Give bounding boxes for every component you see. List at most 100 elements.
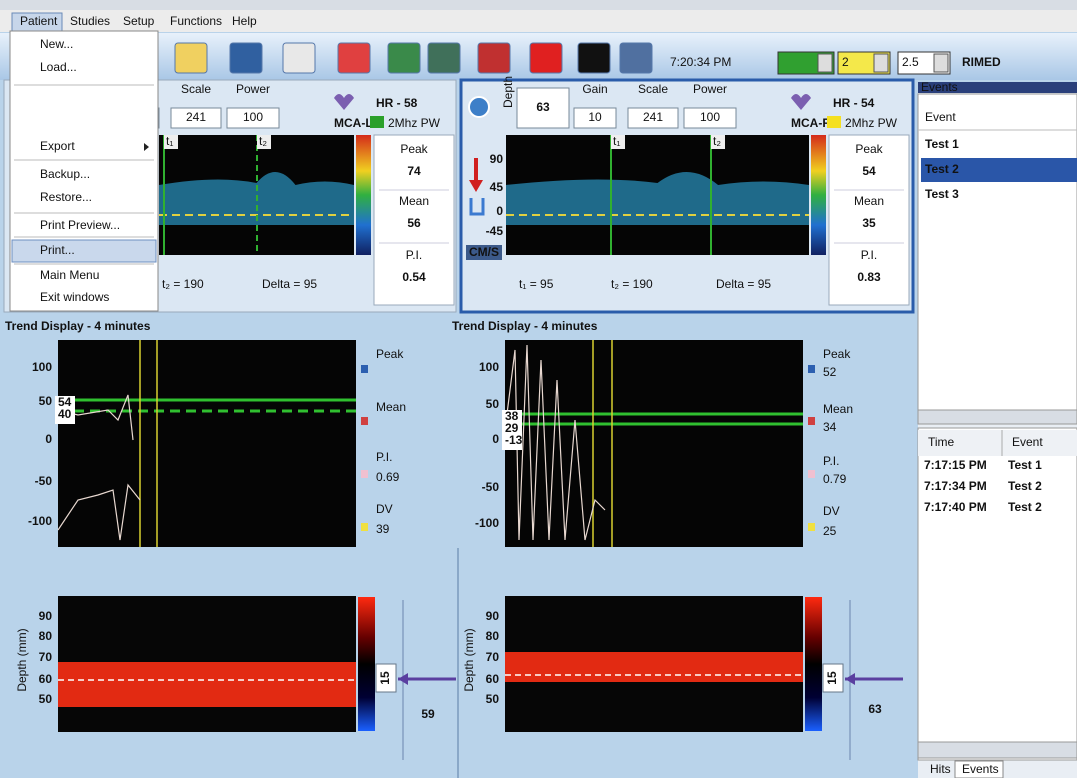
trend-title: Trend Display - 4 minutes [5, 319, 151, 333]
y-tick-label: -50 [482, 480, 500, 494]
menu-title[interactable]: Setup [123, 14, 155, 28]
menu-title[interactable]: Studies [70, 14, 110, 28]
arrow-head [845, 673, 855, 685]
toolbar-button[interactable] [337, 42, 371, 74]
menu-item[interactable]: Print Preview... [40, 218, 120, 232]
values-box [828, 134, 910, 306]
probe-button[interactable] [468, 96, 490, 118]
trend-legend-text: P.I. [376, 450, 392, 464]
menu-item-highlight [11, 239, 157, 263]
trend-legend-text: DV [376, 502, 393, 516]
marker-label: 40 [58, 407, 72, 421]
y-tick-label: 90 [486, 609, 500, 623]
y-tick-label: 60 [486, 672, 500, 686]
log-cell: Test 2 [1008, 479, 1042, 493]
gain-box [573, 107, 617, 129]
trend-legend-text: DV [823, 504, 840, 518]
menu-item[interactable]: Main Menu [40, 268, 99, 282]
menu-title[interactable]: Help [232, 14, 257, 28]
depth-readout: 59 [421, 707, 435, 721]
menu-item[interactable]: Print... [40, 243, 75, 257]
probe-icon [469, 198, 485, 216]
menu-item[interactable]: Exit windows [40, 290, 109, 304]
y-tick-label: 100 [32, 360, 52, 374]
select-value[interactable]: 2.5 [902, 55, 919, 69]
menu-item[interactable]: Export [40, 139, 75, 153]
cursor-tag-label: t₂ [259, 134, 267, 148]
menu-title[interactable]: Patient [20, 14, 58, 28]
scale-box [627, 107, 679, 129]
axis-label: -45 [486, 224, 504, 238]
scale-box [170, 107, 222, 129]
mean-value: 35 [862, 216, 876, 230]
toolbar-button[interactable] [619, 42, 653, 74]
y-tick-label: 100 [479, 360, 499, 374]
trend-plot [58, 340, 356, 547]
log-cell: 7:17:15 PM [924, 458, 987, 472]
tab-events[interactable] [954, 760, 1004, 778]
event-item[interactable]: Test 1 [925, 137, 959, 151]
y-tick-label: 0 [492, 432, 499, 446]
pi-label: P.I. [861, 248, 877, 262]
tab-label[interactable]: Events [962, 762, 999, 776]
toolbar-button[interactable] [174, 42, 208, 74]
depth-value: 63 [536, 100, 550, 114]
title-strip [0, 0, 1077, 10]
unit: CM/S [469, 245, 499, 259]
mmode-colorbar [805, 597, 822, 731]
gate-box [822, 663, 844, 693]
mmode-band [505, 652, 803, 682]
power-box [683, 107, 737, 129]
select-value[interactable]: 2 [842, 55, 849, 69]
event-item[interactable]: Test 3 [925, 187, 959, 201]
probe-color [370, 116, 384, 128]
tab-label[interactable]: Hits [930, 762, 951, 776]
menu-item[interactable]: Load... [40, 60, 77, 74]
cursor-tag-label: t₂ [713, 134, 721, 148]
trend-plot [505, 340, 803, 547]
y-tick-label: -50 [35, 474, 53, 488]
trend-legend-text: 52 [823, 365, 837, 379]
menubar [0, 10, 1077, 32]
heart-icon [791, 94, 811, 110]
log-header-text: Time [928, 435, 955, 449]
trend-legend-text: 0.69 [376, 470, 400, 484]
trend-legend-text: Mean [823, 402, 853, 416]
legend-swatch [361, 470, 368, 478]
legend-swatch [361, 523, 368, 531]
event-item[interactable]: Test 2 [925, 162, 959, 176]
toolbar-button[interactable] [477, 42, 511, 74]
trend-legend-text: Mean [376, 400, 406, 414]
toolbar-button[interactable] [529, 42, 563, 74]
gain-label: Gain [582, 82, 607, 96]
menu-item[interactable]: Backup... [40, 167, 90, 181]
trend-legend-text: 34 [823, 420, 837, 434]
menu-title[interactable]: Functions [170, 14, 222, 28]
clock: 7:20:34 PM [670, 55, 731, 69]
y-tick-label: 70 [486, 650, 500, 664]
log-cell: Test 1 [1008, 458, 1042, 472]
toolbar-button[interactable] [229, 42, 263, 74]
toolbar-button[interactable] [387, 42, 421, 74]
toolbar-button[interactable] [427, 42, 461, 74]
arrow-head [398, 673, 408, 685]
pi-label: P.I. [406, 248, 422, 262]
gate-value: 15 [825, 671, 839, 685]
peak-value: 74 [407, 164, 421, 178]
trend-legend-text: 0.79 [823, 472, 847, 486]
toolbar-button[interactable] [577, 42, 611, 74]
delta-readout: Delta = 95 [262, 277, 317, 291]
gate-value: 15 [378, 671, 392, 685]
vessel: MCA-R [791, 116, 831, 130]
y-tick-label: 50 [39, 692, 53, 706]
log-cell: 7:17:40 PM [924, 500, 987, 514]
menu-item[interactable]: Restore... [40, 190, 92, 204]
marker-label: 29 [505, 421, 519, 435]
menu-item[interactable]: New... [40, 37, 73, 51]
toolbar-button[interactable] [282, 42, 316, 74]
probe: 2Mhz PW [845, 116, 898, 130]
event-log [917, 427, 1077, 761]
event-selected[interactable] [921, 158, 1077, 182]
marker-box [502, 410, 522, 450]
pi-value: 0.83 [857, 270, 881, 284]
